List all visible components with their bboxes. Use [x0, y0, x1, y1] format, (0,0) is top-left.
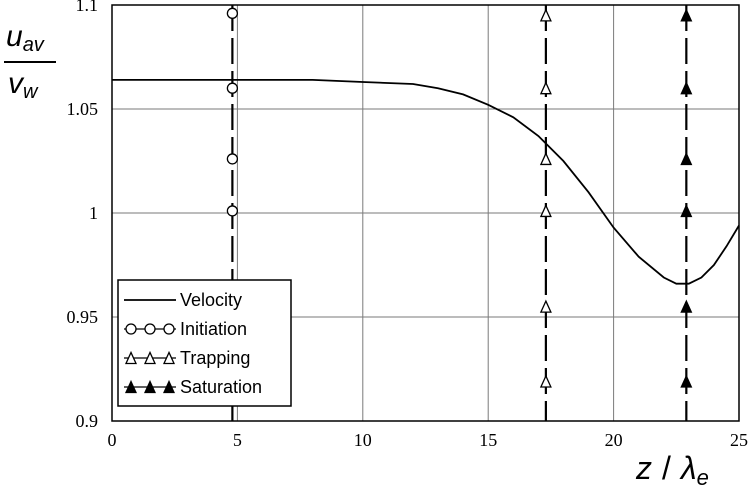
marker-saturation: [680, 299, 693, 313]
y-tick-labels: 0.9 0.95 1 1.05 1.1: [67, 0, 99, 431]
y-label-den-main: v: [8, 67, 25, 100]
x-axis-label: z / λe: [635, 450, 709, 486]
x-tick-label: 10: [354, 430, 372, 450]
svg-text:vw: vw: [8, 67, 39, 103]
plot-frame: [111, 4, 740, 422]
x-label-sym: λ: [679, 450, 697, 486]
marker-trapping: [539, 203, 552, 218]
marker-saturation: [680, 151, 693, 166]
y-label-num-main: u: [6, 20, 23, 53]
series-line-velocity: [112, 79, 740, 285]
marker-initiation: [226, 153, 239, 165]
legend-marker: [143, 379, 157, 394]
legend-marker: [162, 379, 176, 394]
svg-text:uav: uav: [6, 20, 45, 56]
marker-saturation: [680, 203, 693, 218]
series-markers: [226, 7, 693, 388]
marker-trapping: [539, 151, 552, 166]
y-tick-label: 0.9: [76, 411, 99, 431]
legend-marker: [124, 350, 138, 365]
x-tick-label: 5: [233, 430, 242, 450]
marker-trapping: [539, 374, 552, 388]
marker-saturation: [680, 8, 693, 22]
legend-item-velocity: Velocity: [124, 290, 242, 310]
x-label-main: z: [635, 450, 652, 486]
y-tick-label: 1: [89, 203, 98, 223]
marker-trapping: [539, 81, 552, 95]
legend: Velocity Initiation Trapping Saturation: [117, 279, 292, 407]
x-tick-labels: 0 5 10 15 20 25: [108, 430, 749, 450]
y-axis-label: uav vw: [4, 20, 56, 103]
legend-marker: [163, 323, 175, 335]
x-label-sep: /: [662, 450, 671, 486]
marker-initiation: [226, 7, 239, 19]
marker-saturation: [680, 81, 693, 95]
marker-initiation: [226, 205, 239, 217]
legend-box: [117, 279, 292, 407]
x-tick-label: 25: [730, 430, 748, 450]
y-tick-label: 1.1: [76, 0, 99, 15]
marker-initiation: [226, 82, 239, 94]
legend-marker: [143, 350, 157, 365]
x-tick-label: 15: [479, 430, 497, 450]
x-tick-label: 20: [605, 430, 623, 450]
legend-label: Trapping: [180, 348, 250, 368]
legend-item-trapping: Trapping: [124, 348, 250, 368]
marker-saturation: [680, 374, 693, 388]
x-label-sub: e: [697, 465, 709, 486]
legend-label: Saturation: [180, 377, 262, 397]
legend-item-initiation: Initiation: [124, 319, 247, 339]
y-tick-label: 1.05: [67, 99, 99, 119]
y-label-den-sub: w: [23, 81, 39, 103]
marker-trapping: [539, 8, 552, 22]
legend-marker: [162, 350, 176, 365]
legend-item-saturation: Saturation: [124, 377, 262, 397]
legend-marker: [144, 323, 156, 335]
x-tick-label: 0: [108, 430, 117, 450]
y-tick-label: 0.95: [67, 307, 99, 327]
legend-label: Velocity: [180, 290, 242, 310]
legend-label: Initiation: [180, 319, 247, 339]
marker-trapping: [539, 299, 552, 313]
legend-marker: [124, 379, 138, 394]
y-label-num-sub: av: [23, 34, 45, 56]
legend-marker: [125, 323, 137, 335]
